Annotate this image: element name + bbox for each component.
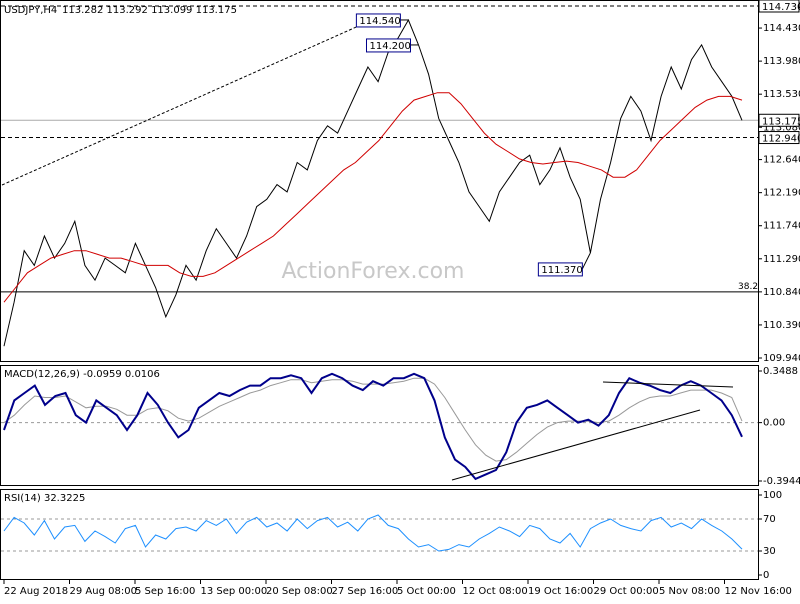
- rsi-tick-label: 30: [763, 546, 776, 557]
- price-tick-label: 111.740: [763, 221, 800, 232]
- macd-rising-trendline: [451, 409, 701, 481]
- rsi-tick-label: 70: [763, 514, 776, 525]
- level-price-label: 112.940: [762, 134, 800, 145]
- macd-pane-frame: [0, 365, 759, 486]
- price-axis: 114.730 114.430 113.980 113.530 113.080 112.6…: [758, 1, 800, 364]
- price-tick-label: 113.530: [763, 89, 800, 100]
- level-price-label: 114.730: [762, 2, 800, 13]
- macd-line: [3, 372, 743, 481]
- price-ohlc: 113.282 113.292 113.099 113.175: [62, 5, 237, 16]
- price-series: [3, 18, 743, 347]
- time-tick-label: 12 Oct 08:00: [463, 586, 528, 597]
- level-price-box: 112.940: [758, 131, 800, 145]
- price-pane-frame: [0, 0, 759, 362]
- trend-line-dotted: [1, 19, 373, 186]
- macd-pane-title: MACD(12,26,9) -0.0959 0.0106: [4, 369, 160, 380]
- macd-tick-label: 0.3488: [763, 366, 798, 377]
- macd-tick-label: -0.3944: [763, 476, 800, 487]
- time-tick-label: 5 Sep 16:00: [135, 586, 195, 597]
- macd-signal-line: [3, 377, 743, 462]
- price-pane-title: USDJPY,H4: [4, 5, 57, 16]
- price-tick-label: 110.840: [763, 287, 800, 298]
- time-tick-label: 12 Nov 16:00: [725, 586, 792, 597]
- time-axis: 22 Aug 2018 29 Aug 08:005 Sep 16:00 13 Sep…: [3, 580, 792, 597]
- price-annotation-label: 111.370: [541, 265, 582, 276]
- price-tick-label: 110.390: [763, 320, 800, 331]
- time-tick-label: 29 Aug 08:00: [70, 586, 137, 597]
- time-tick-label: 27 Sep 16:00: [332, 586, 399, 597]
- price-tick-label: 114.430: [763, 23, 800, 34]
- time-tick-label: 29 Oct 00:00: [594, 586, 659, 597]
- moving-average-line: [3, 92, 743, 303]
- price-tick-label: 111.290: [763, 254, 800, 265]
- time-tick-label: 20 Sep 08:00: [266, 586, 333, 597]
- fib-level-label: 38.2: [738, 282, 758, 292]
- price-annotation: 111.370: [537, 252, 591, 277]
- price-annotation: 114.200: [365, 38, 419, 53]
- level-price-box: 113.175: [758, 113, 800, 127]
- price-tick-label: 113.980: [763, 56, 800, 67]
- price-annotation-label: 114.540: [359, 16, 400, 27]
- time-tick-label: 13 Sep 00:00: [201, 586, 268, 597]
- price-levels: 114.730 113.175 112.940 38.2: [1, 0, 800, 293]
- macd-axis: 0.3488 0.00 -0.3944: [1, 366, 800, 487]
- level-price-label: 113.175: [762, 116, 800, 127]
- price-tick-label: 109.940: [763, 353, 800, 364]
- rsi-axis: 100 70 30 0: [1, 490, 782, 581]
- price-tick-label: 112.640: [763, 155, 800, 166]
- price-tick-label: 112.190: [763, 188, 800, 199]
- time-tick-label: 5 Oct 00:00: [397, 586, 456, 597]
- price-annotation: 114.540: [355, 13, 409, 28]
- time-tick-label: 5 Nov 08:00: [659, 586, 720, 597]
- rsi-tick-label: 100: [763, 490, 782, 501]
- price-annotations: 114.540 114.200 111.370: [355, 13, 591, 277]
- level-price-box: 114.730: [758, 0, 800, 13]
- rsi-line: [3, 514, 743, 552]
- rsi-pane-title: RSI(14) 32.3225: [4, 493, 85, 504]
- rsi-pane-frame: [0, 489, 759, 580]
- time-tick-label: 19 Oct 16:00: [528, 586, 593, 597]
- price-tick-label: 113.080: [763, 122, 800, 133]
- rsi-tick-label: 0: [763, 570, 769, 581]
- watermark: ActionForex.com: [282, 259, 465, 284]
- macd-falling-trendline: [602, 381, 734, 388]
- macd-tick-label: 0.00: [763, 418, 785, 429]
- price-annotation-label: 114.200: [369, 41, 410, 52]
- time-tick-label: 22 Aug 2018: [4, 586, 68, 597]
